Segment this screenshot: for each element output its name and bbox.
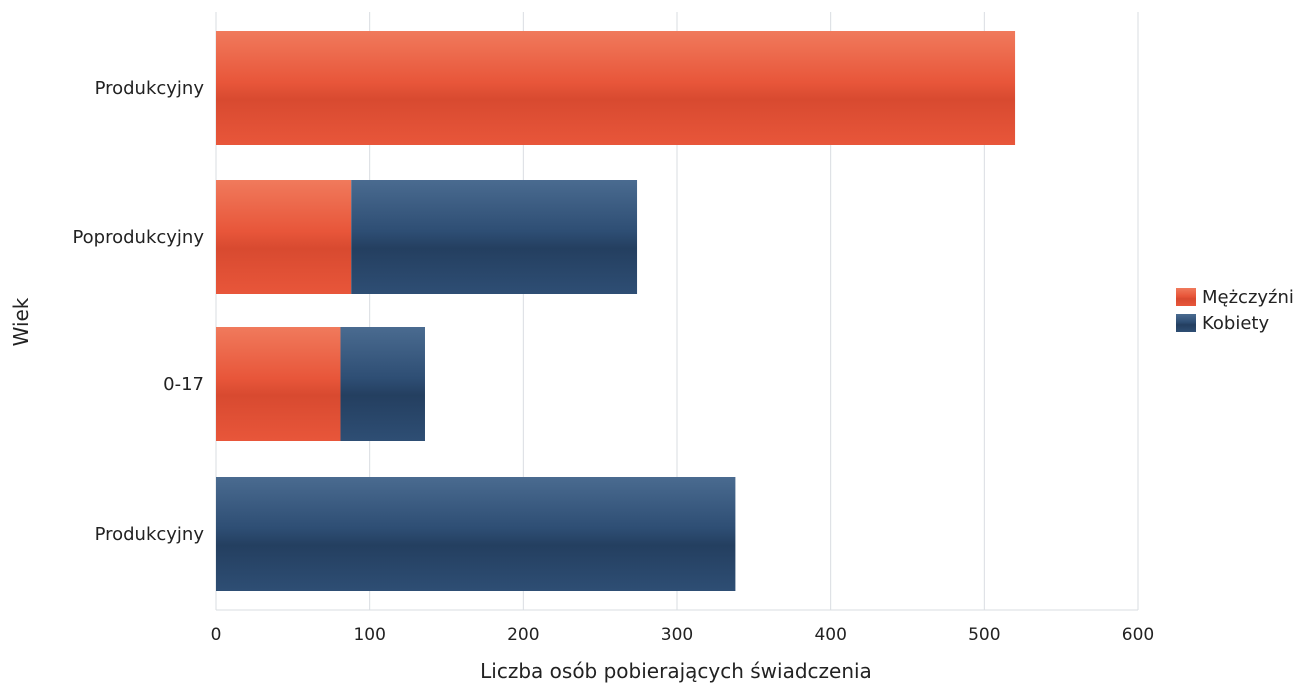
x-tick-label-0: 0 <box>211 625 222 645</box>
category-label-2: 0-17 <box>163 374 204 395</box>
legend-swatch-1 <box>1176 314 1196 332</box>
bar-men-1 <box>216 180 352 294</box>
legend: Mężczyźni Kobiety <box>1176 287 1294 334</box>
bar-men-0 <box>216 31 1016 145</box>
x-tick-label-6: 600 <box>1122 625 1154 645</box>
legend-label-1: Kobiety <box>1202 313 1269 334</box>
category-label-0: Produkcyjny <box>95 78 205 99</box>
bar-women-1 <box>351 180 638 294</box>
x-axis-title: Liczba osób pobierających świadczenia <box>480 659 872 683</box>
x-tick-labels: 0 100 200 300 400 500 600 <box>211 625 1155 645</box>
x-tick-label-4: 400 <box>814 625 846 645</box>
bar-women-3 <box>216 477 736 591</box>
bar-men-2 <box>216 327 341 441</box>
legend-swatch-0 <box>1176 288 1196 306</box>
legend-label-0: Mężczyźni <box>1202 287 1294 308</box>
category-label-1: Poprodukcyjny <box>72 227 204 248</box>
bars <box>216 31 1016 591</box>
x-tick-label-3: 300 <box>661 625 693 645</box>
x-tick-label-2: 200 <box>507 625 539 645</box>
x-tick-label-5: 500 <box>968 625 1000 645</box>
bar-women-2 <box>340 327 425 441</box>
y-axis-title: Wiek <box>9 297 33 346</box>
x-tick-label-1: 100 <box>353 625 385 645</box>
category-labels: Produkcyjny Poprodukcyjny 0-17 Produkcyjny <box>72 78 204 545</box>
category-label-3: Produkcyjny <box>95 524 205 545</box>
